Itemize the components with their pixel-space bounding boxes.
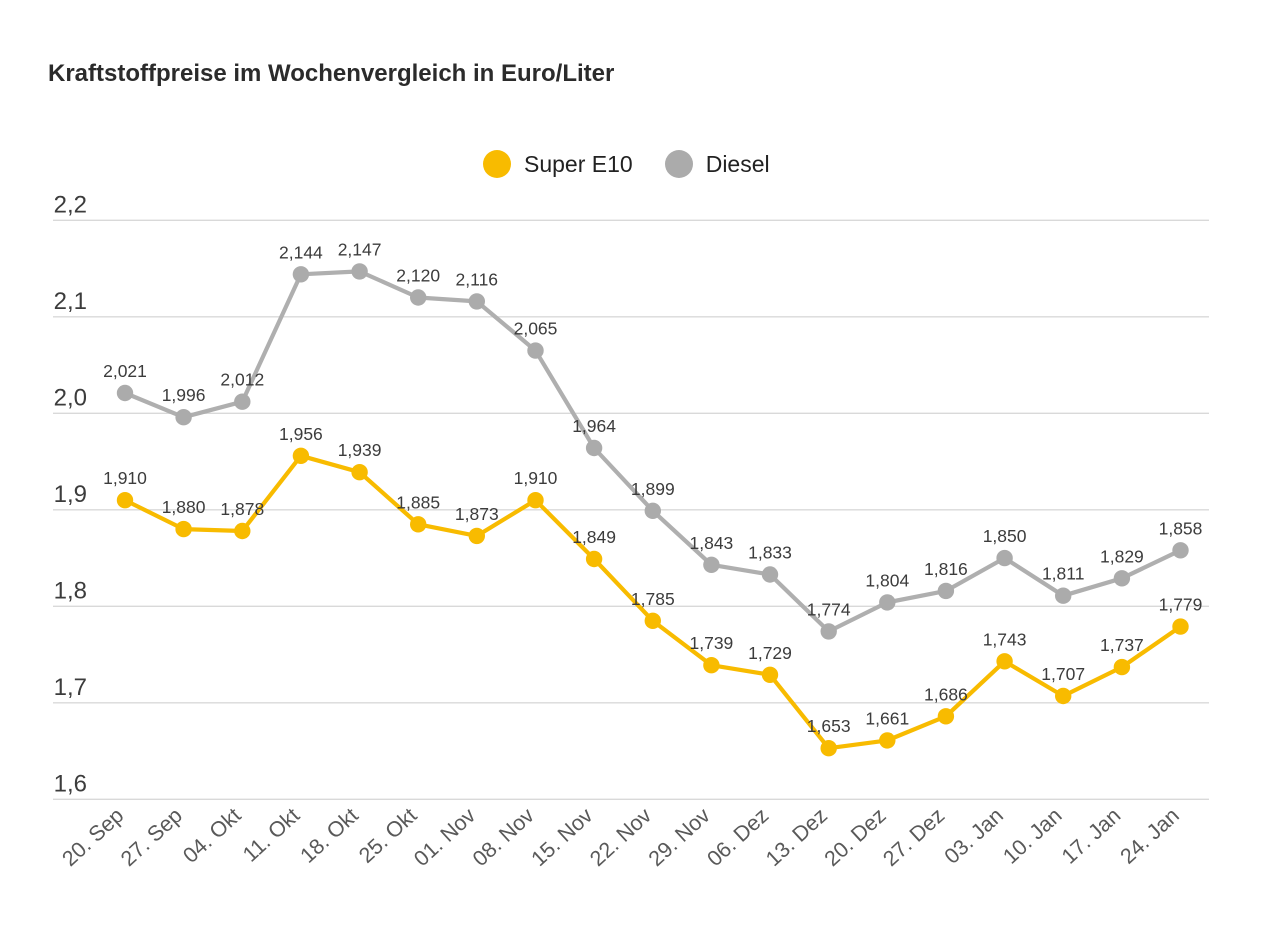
svg-text:2,065: 2,065 xyxy=(514,319,558,339)
svg-text:04. Okt: 04. Okt xyxy=(178,803,245,868)
svg-text:1,816: 1,816 xyxy=(924,559,968,579)
svg-text:27. Sep: 27. Sep xyxy=(116,803,187,871)
svg-text:2,116: 2,116 xyxy=(456,269,499,289)
svg-text:1,849: 1,849 xyxy=(572,527,616,547)
svg-text:1,850: 1,850 xyxy=(983,526,1027,546)
svg-text:1,939: 1,939 xyxy=(338,440,382,460)
svg-text:29. Nov: 29. Nov xyxy=(644,803,715,871)
svg-text:1,858: 1,858 xyxy=(1159,518,1203,538)
svg-text:1,964: 1,964 xyxy=(572,416,616,436)
svg-text:1,833: 1,833 xyxy=(748,543,792,563)
svg-text:1,878: 1,878 xyxy=(220,499,264,519)
svg-text:24. Jan: 24. Jan xyxy=(1116,803,1184,868)
svg-text:11. Okt: 11. Okt xyxy=(238,803,304,866)
svg-text:17. Jan: 17. Jan xyxy=(1057,803,1125,868)
svg-text:2,1: 2,1 xyxy=(54,288,87,315)
svg-text:1,707: 1,707 xyxy=(1041,664,1085,684)
svg-text:03. Jan: 03. Jan xyxy=(940,803,1008,868)
svg-text:22. Nov: 22. Nov xyxy=(585,803,656,871)
svg-text:15. Nov: 15. Nov xyxy=(527,803,598,871)
svg-text:1,899: 1,899 xyxy=(631,479,675,499)
svg-text:2,0: 2,0 xyxy=(54,384,87,411)
svg-text:1,811: 1,811 xyxy=(1042,564,1085,584)
svg-text:01. Nov: 01. Nov xyxy=(409,803,480,871)
svg-text:2,147: 2,147 xyxy=(338,239,382,259)
svg-text:27. Dez: 27. Dez xyxy=(878,803,949,871)
svg-text:1,880: 1,880 xyxy=(162,497,206,517)
svg-text:1,996: 1,996 xyxy=(162,385,206,405)
svg-text:1,774: 1,774 xyxy=(807,599,851,619)
svg-text:1,737: 1,737 xyxy=(1100,635,1144,655)
svg-text:1,661: 1,661 xyxy=(865,708,909,728)
svg-text:06. Dez: 06. Dez xyxy=(703,803,774,871)
svg-text:1,804: 1,804 xyxy=(865,570,909,590)
svg-text:08. Nov: 08. Nov xyxy=(468,803,539,871)
svg-text:1,843: 1,843 xyxy=(690,533,734,553)
svg-text:2,144: 2,144 xyxy=(279,242,323,262)
svg-text:1,7: 1,7 xyxy=(54,674,87,701)
svg-text:1,9: 1,9 xyxy=(54,481,87,508)
svg-text:2,021: 2,021 xyxy=(103,361,147,381)
svg-text:13. Dez: 13. Dez xyxy=(761,803,832,871)
svg-text:1,910: 1,910 xyxy=(514,468,558,488)
svg-text:1,653: 1,653 xyxy=(807,716,851,736)
svg-text:20. Sep: 20. Sep xyxy=(58,803,129,871)
svg-text:25. Okt: 25. Okt xyxy=(354,803,421,868)
svg-text:1,885: 1,885 xyxy=(396,492,440,512)
svg-text:2,120: 2,120 xyxy=(396,266,440,286)
svg-text:1,729: 1,729 xyxy=(748,643,792,663)
svg-text:20. Dez: 20. Dez xyxy=(820,803,891,871)
svg-text:1,829: 1,829 xyxy=(1100,546,1144,566)
svg-text:1,739: 1,739 xyxy=(690,633,734,653)
svg-text:1,779: 1,779 xyxy=(1159,595,1203,615)
svg-text:1,8: 1,8 xyxy=(54,577,87,604)
svg-text:1,956: 1,956 xyxy=(279,424,323,444)
svg-text:10. Jan: 10. Jan xyxy=(998,803,1066,868)
svg-text:1,785: 1,785 xyxy=(631,589,675,609)
svg-text:1,910: 1,910 xyxy=(103,468,147,488)
svg-text:2,012: 2,012 xyxy=(220,370,264,390)
svg-text:2,2: 2,2 xyxy=(54,191,87,218)
svg-text:1,743: 1,743 xyxy=(983,629,1027,649)
svg-text:1,686: 1,686 xyxy=(924,684,968,704)
svg-text:1,873: 1,873 xyxy=(455,504,499,524)
svg-text:18. Okt: 18. Okt xyxy=(296,803,363,868)
svg-text:1,6: 1,6 xyxy=(54,770,87,797)
